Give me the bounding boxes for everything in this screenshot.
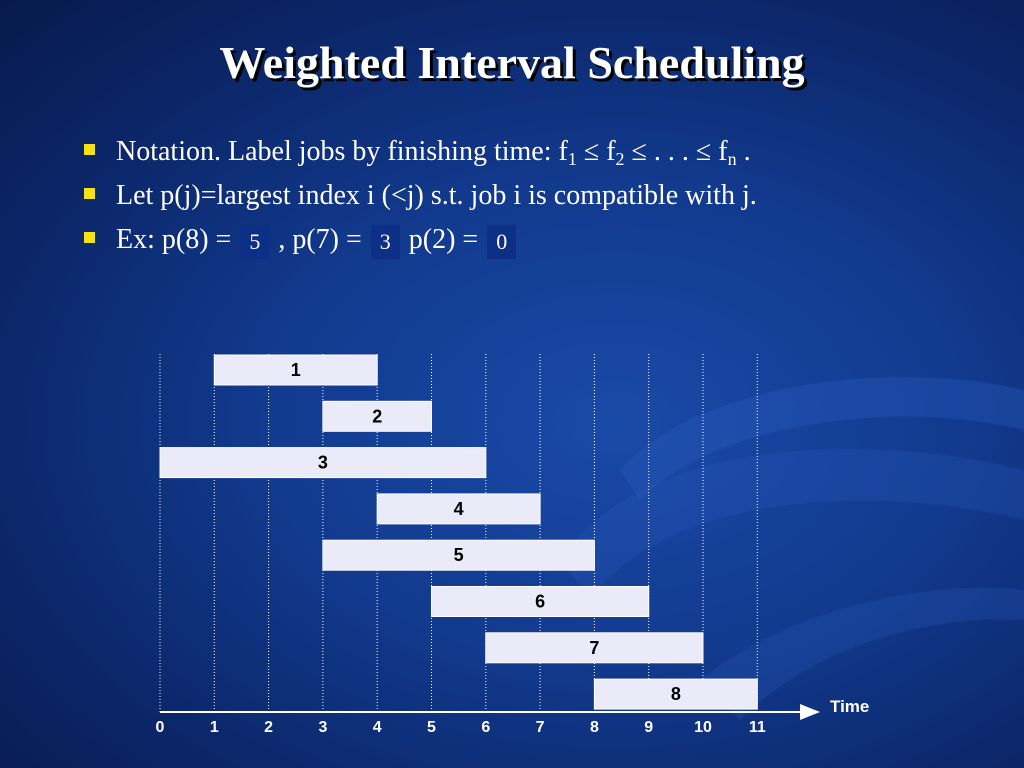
bullet-square-icon	[84, 232, 95, 243]
tick-label: 11	[749, 719, 766, 736]
bullet-definition: Let p(j)=largest index i (<j) s.t. job i…	[78, 174, 757, 218]
tick-labels: 0 1 2 3 4 5 6 7 8 9 10 11	[156, 719, 766, 736]
time-axis-label: Time	[830, 697, 869, 716]
sub-n: n	[727, 149, 737, 169]
bullet-example: Ex: p(8) = 5 , p(7) = 3 p(2) = 0	[78, 218, 757, 262]
notation-mid: ≤ . . . ≤ f	[624, 136, 728, 167]
answer-p2: 0	[487, 224, 517, 259]
bullet-square-icon	[84, 188, 95, 199]
job-label-3: 3	[318, 453, 328, 473]
sub-2: 2	[615, 149, 625, 169]
tick-label: 10	[694, 719, 712, 736]
example-prefix: Ex: p(8) =	[116, 224, 239, 255]
job-bar-3	[159, 447, 487, 479]
job-label-6: 6	[535, 592, 545, 612]
tick-label: 0	[156, 719, 165, 736]
bullet-square-icon	[84, 144, 95, 155]
job-bar-2	[322, 400, 432, 432]
job-bar-1	[213, 354, 378, 386]
definition-text: Let p(j)=largest index i (<j) s.t. job i…	[116, 180, 757, 211]
job-bar-6	[431, 586, 650, 617]
job-bars: 1 2 3 4 5 6 7 8	[159, 354, 758, 710]
job-bar-7	[485, 632, 704, 664]
tick-label: 3	[318, 719, 327, 736]
job-label-4: 4	[454, 499, 464, 519]
answer-p8: 5	[240, 224, 270, 259]
tick-label: 8	[590, 719, 599, 736]
job-label-5: 5	[454, 545, 464, 565]
job-label-1: 1	[291, 360, 301, 380]
tick-label: 1	[210, 719, 219, 736]
job-bar-4	[376, 493, 541, 525]
job-label-8: 8	[671, 684, 681, 704]
tick-label: 4	[373, 719, 382, 736]
notation-end: .	[736, 136, 751, 167]
notation-prefix: Notation. Label jobs by finishing time: …	[116, 136, 568, 167]
notation-leq: ≤ f	[576, 136, 616, 167]
sub-1: 1	[567, 149, 577, 169]
bullet-notation: Notation. Label jobs by finishing time: …	[78, 130, 757, 174]
tick-label: 9	[644, 719, 653, 736]
job-bar-8	[593, 678, 758, 710]
tick-label: 5	[427, 719, 436, 736]
example-mid1: , p(7) =	[271, 224, 369, 255]
job-bar-5	[322, 539, 595, 571]
answer-p7: 3	[370, 224, 400, 259]
tick-label: 7	[536, 719, 545, 736]
tick-label: 6	[481, 719, 490, 736]
job-label-7: 7	[589, 638, 599, 658]
bullet-list: Notation. Label jobs by finishing time: …	[78, 130, 757, 262]
slide-title: Weighted Interval Scheduling	[219, 37, 805, 88]
example-mid2: p(2) =	[401, 224, 486, 255]
tick-label: 2	[264, 719, 273, 736]
job-label-2: 2	[372, 406, 382, 426]
